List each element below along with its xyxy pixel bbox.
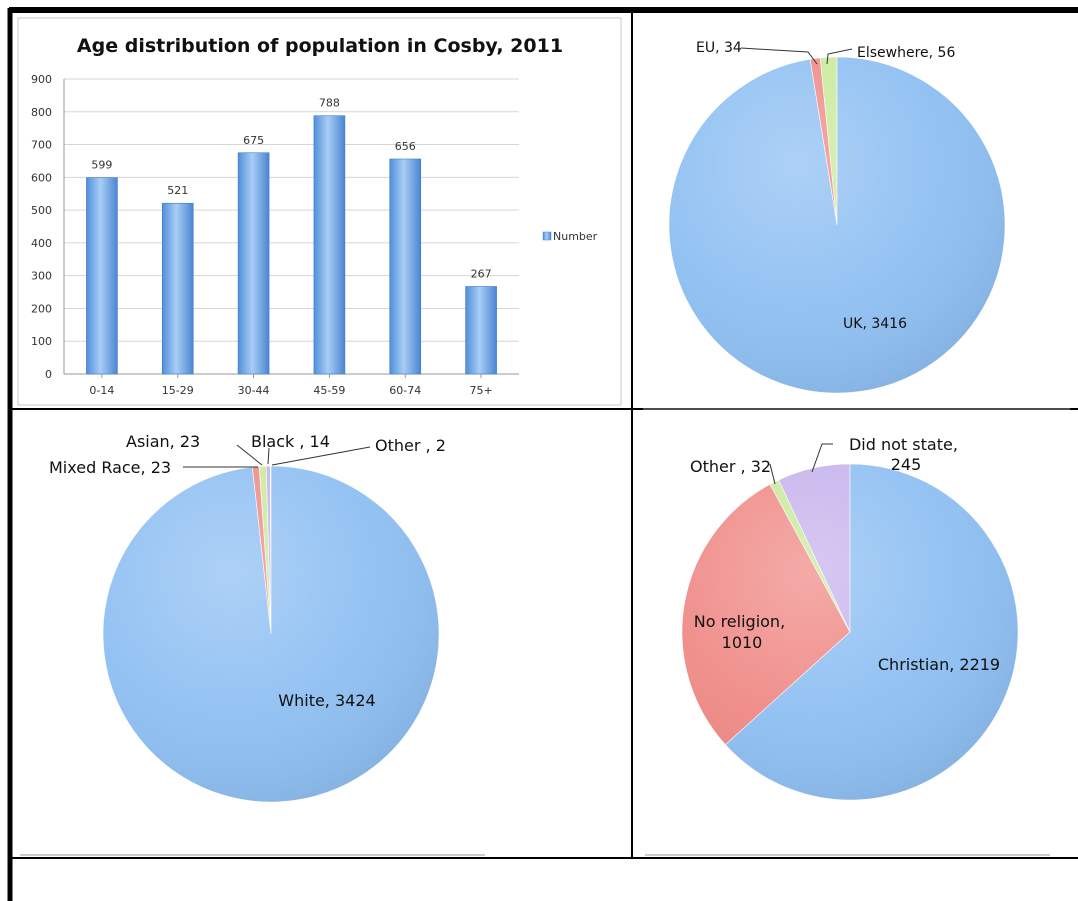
slice-label-uk: UK, 3416	[843, 316, 907, 332]
x-tick-label: 0-14	[89, 384, 114, 397]
pie-slices	[102, 465, 440, 803]
panel-underlines	[20, 408, 1070, 856]
y-gridlines	[63, 78, 519, 378]
pie-slices	[681, 463, 1019, 801]
y-tick-label: 900	[31, 73, 52, 86]
bar	[86, 177, 118, 375]
slice-label-mixed-race: Mixed Race, 23	[49, 458, 171, 477]
x-tick-label: 15-29	[162, 384, 194, 397]
slice-label-elsewhere: Elsewhere, 56	[857, 45, 955, 61]
data-label: 599	[91, 159, 112, 172]
pie-slice	[102, 465, 440, 803]
ethnicity-pie-chart: Mixed Race, 23 Asian, 23 Black , 14 Othe…	[49, 432, 446, 803]
legend-label: Number	[553, 230, 598, 243]
y-tick-label: 0	[45, 368, 52, 381]
pie-leaders	[769, 443, 833, 485]
y-tick-labels: 0 100 200 300 400 500 600 700 800 900	[31, 73, 52, 381]
age-bar-chart: Age distribution of population in Cosby,…	[17, 17, 622, 406]
slice-label-other: Other , 2	[375, 436, 446, 455]
y-tick-label: 300	[31, 270, 52, 283]
slice-label-black: Black , 14	[251, 432, 330, 451]
y-tick-label: 400	[31, 237, 52, 250]
bar	[465, 286, 497, 375]
data-label: 521	[167, 184, 188, 197]
slice-label-asian: Asian, 23	[126, 432, 200, 451]
religion-pie-chart: Did not state, 245 Other , 32 No religio…	[681, 435, 1019, 801]
x-tick-label: 45-59	[313, 384, 345, 397]
slice-label-did-not-state: Did not state, 245	[849, 435, 963, 474]
y-tick-label: 600	[31, 171, 52, 184]
data-label: 656	[395, 140, 416, 153]
pie-leaders	[740, 47, 853, 65]
pie-leaders	[183, 444, 371, 468]
slice-label-no-religion: No religion, 1010	[694, 612, 791, 652]
x-tick-labels: 0-14 15-29 30-44 45-59 60-74 75+	[89, 384, 492, 397]
legend-swatch	[542, 231, 552, 241]
slice-label-christian: Christian, 2219	[878, 655, 1000, 674]
slice-label-eu: EU, 34	[696, 40, 742, 56]
pie-slice	[668, 56, 1006, 394]
origin-pie-chart: EU, 34 Elsewhere, 56 UK, 3416	[668, 40, 1006, 394]
y-tick-label: 500	[31, 204, 52, 217]
slice-label-other: Other , 32	[690, 457, 771, 476]
bar	[389, 158, 422, 375]
data-label: 267	[471, 267, 492, 280]
x-tick-label: 75+	[469, 384, 492, 397]
y-tick-label: 700	[31, 139, 52, 152]
bar	[313, 115, 346, 375]
bars	[86, 115, 497, 375]
slice-label-white: White, 3424	[278, 691, 375, 710]
pie-slices	[668, 56, 1006, 394]
y-tick-label: 200	[31, 302, 52, 315]
x-tick-label: 60-74	[389, 384, 421, 397]
chart-title: Age distribution of population in Cosby,…	[77, 35, 563, 57]
bar	[237, 152, 270, 375]
y-tick-label: 100	[31, 335, 52, 348]
data-label: 788	[319, 97, 340, 110]
y-tick-label: 800	[31, 106, 52, 119]
legend: Number	[542, 230, 598, 243]
x-tick-label: 30-44	[238, 384, 270, 397]
bar	[161, 202, 194, 375]
data-label: 675	[243, 134, 264, 147]
data-labels: 599 521 675 788 656 267	[91, 97, 491, 281]
table-frame	[7, 7, 1078, 901]
